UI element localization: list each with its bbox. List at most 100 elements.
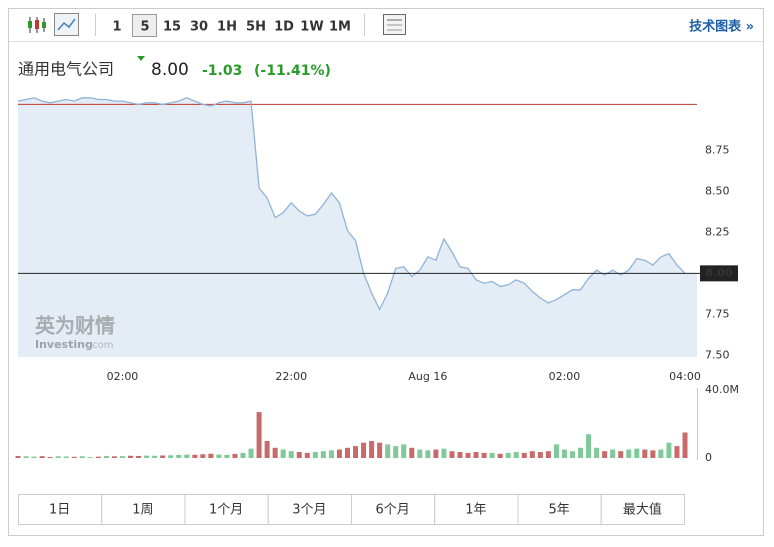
interval-button[interactable]: 1H <box>217 20 237 35</box>
volume-bar <box>288 451 294 458</box>
volume-bar <box>136 455 142 458</box>
range-button[interactable] <box>101 494 186 525</box>
x-tick-label: 22:00 <box>275 370 307 383</box>
watermark-site: Investing <box>35 338 93 351</box>
volume-bar <box>224 454 230 458</box>
volume-bar <box>433 449 439 458</box>
interval-button[interactable]: 30 <box>190 20 208 35</box>
y-tick-label: 7.50 <box>705 348 730 361</box>
range-button[interactable] <box>351 494 436 525</box>
volume-bar <box>71 456 77 458</box>
watermark: 英为财情 Investing .com <box>35 314 115 352</box>
stock-name: 通用电气公司 <box>18 60 114 79</box>
volume-bar <box>497 453 503 458</box>
volume-bar <box>296 452 302 458</box>
volume-bar <box>79 456 85 458</box>
range-button[interactable] <box>184 494 269 525</box>
range-button[interactable] <box>600 494 685 525</box>
interval-button[interactable]: 1 <box>112 20 121 35</box>
volume-bar <box>256 412 262 458</box>
interval-button[interactable]: 15 <box>163 20 181 35</box>
volume-bar <box>216 454 222 458</box>
price-line <box>17 97 686 311</box>
volume-bar <box>393 446 399 458</box>
volume-bar <box>473 452 479 458</box>
range-button-label: 3个月 <box>292 503 326 518</box>
volume-bar <box>192 454 198 458</box>
volume-bar <box>304 452 310 458</box>
volume-bar <box>95 456 101 458</box>
volume-bar <box>208 453 214 458</box>
interval-button[interactable]: 1M <box>329 20 351 35</box>
volume-bar <box>642 449 648 458</box>
interval-button[interactable]: 5 <box>140 20 149 35</box>
line-icon[interactable] <box>54 13 79 36</box>
change: -1.03 <box>202 63 242 79</box>
volume-bar <box>176 454 182 458</box>
x-tick-label: Aug 16 <box>408 370 447 383</box>
volume-bar <box>409 447 415 458</box>
volume-bar <box>449 451 455 458</box>
volume-bar <box>240 452 246 458</box>
volume-bar <box>634 448 640 458</box>
volume-bar <box>529 451 535 458</box>
volume-bar <box>320 451 326 458</box>
volume-bar <box>47 456 53 458</box>
range-button[interactable] <box>267 494 352 525</box>
volume-bar <box>184 454 190 458</box>
volume-bar <box>128 455 134 458</box>
volume-tick-label: 40.0M <box>705 383 739 396</box>
current-price-label: 8.00 <box>705 266 732 279</box>
volume-bar <box>144 455 150 458</box>
volume-bar <box>578 447 584 458</box>
range-button-label: 5年 <box>548 503 569 518</box>
watermark-brand: 英为财情 <box>35 314 115 338</box>
y-tick-label: 8.50 <box>705 184 730 197</box>
volume-bar <box>103 455 109 458</box>
volume-bar <box>119 456 125 458</box>
watermark-com: .com <box>89 340 114 351</box>
volume-bar <box>594 447 600 458</box>
price: 8.00 <box>151 60 189 80</box>
volume-bar <box>425 450 431 458</box>
volume-bar <box>369 441 375 458</box>
volume-bar <box>264 441 270 458</box>
range-button-label: 1年 <box>465 503 486 518</box>
interval-button[interactable]: 1W <box>300 20 323 35</box>
volume-bar <box>87 457 93 458</box>
volume-bar <box>674 446 680 458</box>
volume-bar <box>272 447 278 458</box>
change-percent: (-11.41%) <box>254 63 331 79</box>
x-tick-label: 02:00 <box>107 370 139 383</box>
volume-bar <box>610 449 616 458</box>
volume-bar <box>682 432 688 458</box>
down-arrow <box>137 56 145 61</box>
volume-bar <box>312 452 318 458</box>
volume-bar <box>111 456 117 458</box>
volume-bar <box>23 456 29 458</box>
volume-bar <box>626 449 632 458</box>
range-button-label: 6个月 <box>375 503 409 518</box>
volume-bar <box>336 449 342 458</box>
volume-bar <box>561 449 567 458</box>
candle-icon[interactable] <box>28 17 46 33</box>
interval-button[interactable]: 5H <box>246 20 266 35</box>
price-area <box>18 97 697 358</box>
volume-bar <box>361 442 367 458</box>
interval-button[interactable]: 1D <box>274 20 294 35</box>
volume-bar <box>569 451 575 458</box>
volume-bar <box>232 453 238 458</box>
volume-bar <box>602 451 608 458</box>
volume-bar <box>31 456 37 458</box>
volume-bar <box>537 452 543 458</box>
volume-bar <box>280 449 286 458</box>
volume-bar <box>586 434 592 458</box>
range-button[interactable] <box>517 494 602 525</box>
table-icon[interactable] <box>383 14 406 35</box>
volume-bar <box>353 446 359 458</box>
volume-bar <box>168 455 174 458</box>
chart-link[interactable]: 技术图表 » <box>689 19 754 35</box>
x-tick-label: 04:00 <box>669 370 701 383</box>
range-button-label: 最大值 <box>623 502 662 518</box>
